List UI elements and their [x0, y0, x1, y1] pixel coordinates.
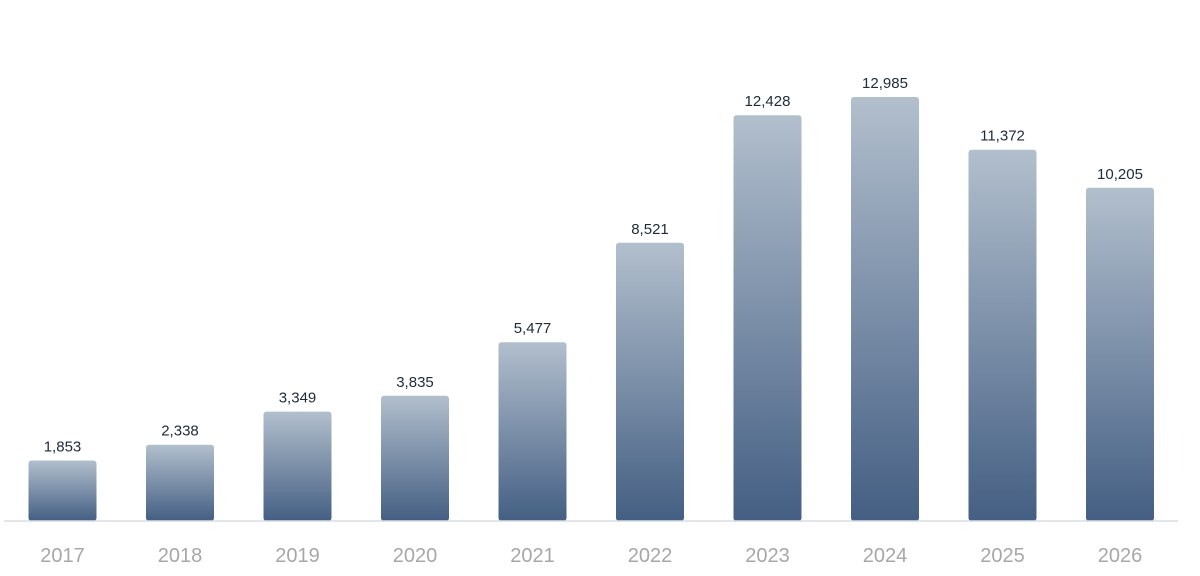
value-label-2018: 2,338	[161, 423, 199, 440]
x-tick-label-2019: 2019	[275, 545, 320, 567]
value-label-2026: 10,205	[1097, 166, 1143, 183]
x-tick-label-2025: 2025	[980, 545, 1025, 567]
value-label-2021: 5,477	[514, 320, 552, 337]
bar-2024	[851, 97, 919, 521]
value-label-2024: 12,985	[862, 75, 908, 92]
bar-2017	[28, 460, 97, 521]
x-tick-label-2018: 2018	[158, 545, 203, 567]
x-tick-label-2017: 2017	[40, 545, 85, 567]
bar-2023	[733, 115, 802, 521]
x-tick-label-2026: 2026	[1098, 545, 1143, 567]
x-tick-label-2021: 2021	[510, 545, 555, 567]
x-axis-tick-labels: 2017 2018 2019 2020 2021 2022 2023 2024 2025 2026	[40, 545, 1142, 567]
value-label-2022: 8,521	[631, 221, 669, 238]
bar-2026	[1086, 187, 1154, 522]
x-tick-label-2020: 2020	[393, 545, 438, 567]
bar-2022	[616, 242, 684, 522]
x-tick-label-2022: 2022	[628, 545, 673, 567]
bar-2018	[146, 444, 214, 521]
value-labels-group: 1,853 2,338 3,349 3,835 5,477 8,521 12,428 12,9…	[44, 75, 1143, 456]
bar-2021	[498, 342, 567, 521]
value-label-2025: 11,372	[980, 128, 1025, 145]
bar-2020	[381, 395, 449, 521]
value-label-2023: 12,428	[745, 93, 791, 110]
bars-group	[28, 97, 1154, 522]
x-tick-label-2023: 2023	[745, 545, 790, 567]
value-label-2019: 3,349	[279, 390, 317, 407]
bar-2025	[968, 149, 1037, 521]
bar-2019	[263, 411, 332, 521]
value-label-2017: 1,853	[44, 439, 82, 456]
x-tick-label-2024: 2024	[863, 545, 908, 567]
value-label-2020: 3,835	[396, 374, 434, 391]
